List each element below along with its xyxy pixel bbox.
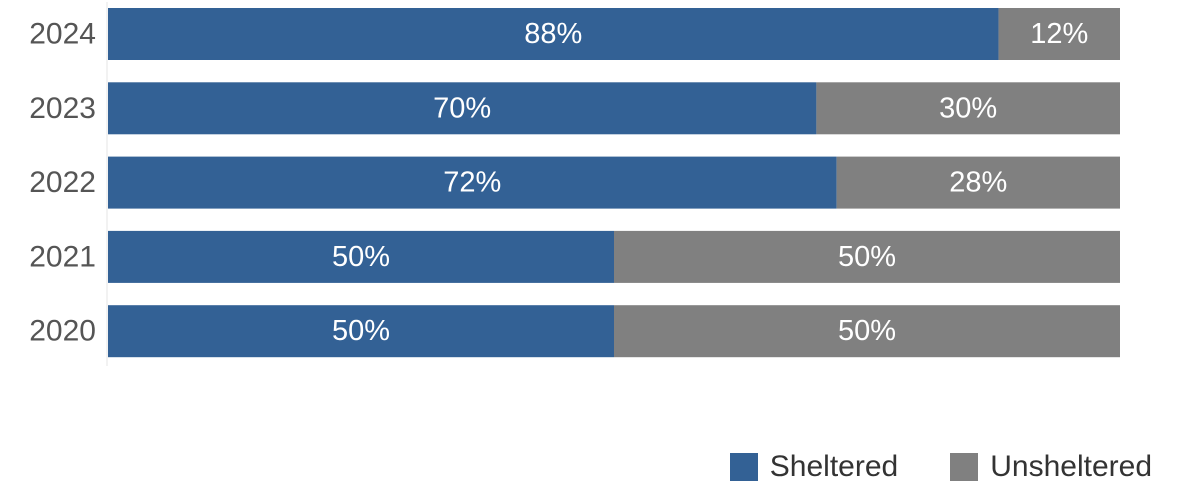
bar-unsheltered-2024[interactable] <box>998 8 1120 60</box>
bar-sheltered-2020[interactable] <box>108 305 614 358</box>
y-tick-label-2024: 2024 <box>29 18 96 51</box>
bar-sheltered-2024[interactable] <box>108 8 999 60</box>
legend-item-sheltered[interactable]: Sheltered <box>729 450 899 483</box>
bar-sheltered-2021[interactable] <box>108 230 614 283</box>
bar-unsheltered-2023[interactable] <box>816 82 1120 135</box>
y-tick-label-2023: 2023 <box>29 92 96 125</box>
data-label-unsheltered-2020: 50% <box>838 315 896 347</box>
legend-label-unsheltered: Unsheltered <box>990 450 1152 483</box>
bar-unsheltered-2021[interactable] <box>614 230 1120 283</box>
bar-sheltered-2022[interactable] <box>108 156 837 209</box>
legend: Sheltered Unsheltered <box>729 450 1152 483</box>
data-label-sheltered-2020: 50% <box>332 315 390 347</box>
data-label-sheltered-2022: 72% <box>443 167 501 199</box>
bar-sheltered-2023[interactable] <box>108 82 817 135</box>
data-label-unsheltered-2024: 12% <box>1030 18 1088 50</box>
bar-unsheltered-2020[interactable] <box>614 305 1120 358</box>
bar-rows: 2024 88% 12% 2023 70% 30% 2022 72% 28% 2021 50% 50%… <box>29 8 1120 358</box>
data-label-unsheltered-2022: 28% <box>949 167 1007 199</box>
y-tick-label-2021: 2021 <box>29 240 96 273</box>
legend-swatch-sheltered <box>729 453 758 481</box>
legend-item-unsheltered[interactable]: Unsheltered <box>950 452 1152 482</box>
legend-label-sheltered: Sheltered <box>769 450 899 483</box>
data-label-sheltered-2024: 88% <box>524 18 582 50</box>
data-label-sheltered-2023: 70% <box>433 92 491 124</box>
bar-unsheltered-2022[interactable] <box>836 156 1120 209</box>
legend-swatch-unsheltered <box>950 453 979 481</box>
data-label-unsheltered-2021: 50% <box>838 241 896 273</box>
data-label-unsheltered-2023: 30% <box>939 92 997 124</box>
y-tick-label-2022: 2022 <box>29 166 96 199</box>
data-label-sheltered-2021: 50% <box>332 241 390 273</box>
y-tick-label-2020: 2020 <box>29 315 96 348</box>
